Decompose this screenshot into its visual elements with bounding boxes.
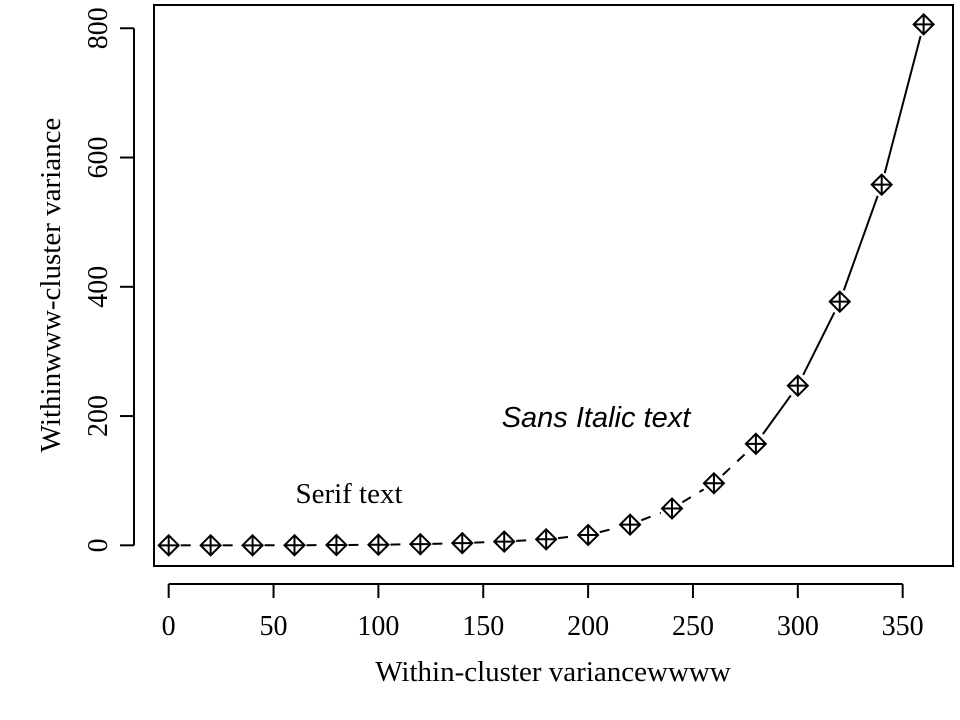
data-point-marker [660, 497, 684, 520]
series-line-segment [762, 394, 792, 435]
data-point-marker [912, 12, 936, 36]
y-tick-label: 600 [83, 137, 114, 179]
x-tick-label: 150 [462, 611, 504, 642]
x-tick-label: 300 [777, 611, 819, 642]
annotation-serif: Serif text [295, 478, 402, 510]
series-line-segment [802, 311, 836, 376]
y-axis-title: Withinwww-cluster variance [35, 118, 67, 453]
data-point-marker [744, 432, 768, 456]
y-tick-label: 200 [83, 395, 114, 437]
x-tick-label: 200 [567, 611, 609, 642]
x-tick-label: 100 [357, 611, 399, 642]
data-point-marker [492, 530, 516, 553]
series-line-segment [883, 35, 922, 174]
series-line-segment [721, 451, 748, 476]
annotation-sans-italic: Sans Italic text [502, 402, 693, 434]
data-point-marker [241, 533, 264, 557]
x-axis-title: Within-cluster variancewwww [375, 656, 731, 688]
series-markers [157, 12, 936, 557]
data-point-marker [408, 532, 432, 556]
data-point-marker [366, 533, 390, 557]
y-axis: 0 200 400 600 800 [83, 7, 135, 552]
x-tick-label: 50 [260, 611, 288, 642]
data-point-marker [325, 533, 348, 557]
x-tick-label: 250 [672, 611, 714, 642]
x-tick-label: 350 [882, 611, 924, 642]
series-line-segment [516, 538, 535, 542]
data-point-marker [283, 533, 306, 557]
plot-frame [153, 4, 954, 567]
series-line-segment [474, 541, 493, 544]
series-line [180, 35, 922, 547]
data-point-marker [618, 513, 642, 537]
y-tick-label: 400 [83, 266, 114, 308]
data-point-marker [199, 533, 223, 557]
x-tick-label: 0 [162, 611, 176, 642]
series-line-segment [842, 195, 879, 291]
data-point-marker [786, 374, 810, 398]
series-line-segment [557, 535, 577, 540]
series-line-segment [640, 511, 662, 522]
data-point-marker [576, 523, 600, 547]
data-point-marker [450, 531, 474, 555]
x-axis: 0 50 100 150 200 250 300 350 [162, 583, 924, 642]
data-point-marker [157, 533, 181, 557]
series-line-segment [681, 488, 705, 504]
y-tick-label: 800 [83, 7, 114, 49]
series-line-segment [599, 526, 619, 534]
data-point-marker [534, 527, 558, 551]
y-tick-label: 0 [83, 538, 114, 552]
data-point-marker [828, 290, 852, 314]
data-point-marker [870, 173, 894, 197]
data-point-marker [702, 471, 726, 495]
